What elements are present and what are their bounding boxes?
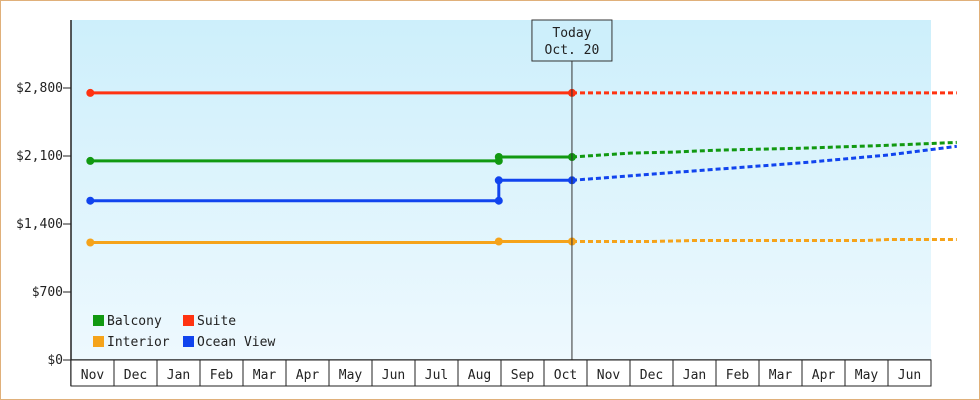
- history-line-ocean-view: [90, 178, 572, 203]
- legend-label-ocean-view: Ocean View: [197, 335, 275, 350]
- x-tick-label-18: May: [855, 368, 879, 383]
- legend-swatch-ocean-view: [183, 336, 194, 347]
- marker-ocean-view-1: [494, 196, 503, 205]
- y-tick-label-2: $1,400: [16, 217, 63, 232]
- x-tick-label-8: Jul: [425, 368, 448, 383]
- today-date: Oct. 20: [545, 43, 600, 58]
- today-label: Today: [552, 26, 591, 41]
- x-tick-label-17: Apr: [812, 368, 836, 383]
- plot-area: [71, 20, 931, 360]
- y-tick-label-3: $2,100: [16, 149, 63, 164]
- x-tick-label-9: Aug: [468, 368, 491, 383]
- x-tick-label-6: May: [339, 368, 363, 383]
- x-tick-label-12: Nov: [597, 368, 621, 383]
- x-tick-label-13: Dec: [640, 368, 663, 383]
- x-tick-label-15: Feb: [726, 368, 750, 383]
- marker-interior-1: [494, 237, 503, 246]
- x-tick-label-3: Feb: [210, 368, 234, 383]
- y-tick-label-0: $0: [47, 353, 63, 368]
- today-box: [531, 19, 613, 62]
- marker-ocean-view-2: [494, 176, 503, 185]
- forecast-line-balcony: [571, 140, 957, 159]
- today-layer: Today Oct. 20: [531, 19, 613, 360]
- legend-swatch-balcony: [93, 315, 104, 326]
- marker-balcony-2: [494, 153, 503, 161]
- axis-layer: $0 $700 $1,400 $2,100 $2,800 Nov Dec Jan Feb Mar A…: [16, 20, 932, 387]
- series-ocean-view: [86, 144, 957, 205]
- legend-swatch-interior: [93, 336, 104, 347]
- y-tick-label-4: $2,800: [16, 81, 63, 96]
- legend-label-interior: Interior: [107, 335, 170, 350]
- marker-suite-0: [86, 88, 95, 97]
- forecast-line-interior: [572, 238, 957, 243]
- legend-label-balcony: Balcony: [107, 314, 162, 329]
- x-tick-label-0: Nov: [81, 368, 105, 383]
- marker-ocean-view-0: [86, 196, 95, 205]
- x-tick-label-5: Apr: [296, 368, 320, 383]
- forecast-line-ocean-view: [571, 144, 957, 182]
- x-tick-label-11: Oct: [554, 368, 577, 383]
- y-tick-label-1: $700: [32, 285, 63, 300]
- x-tick-label-1: Dec: [124, 368, 147, 383]
- x-tick-label-14: Jan: [683, 368, 706, 383]
- series-suite: [86, 88, 957, 97]
- x-tick-label-10: Sep: [511, 368, 535, 383]
- legend-label-suite: Suite: [197, 314, 236, 329]
- marker-interior-0: [86, 238, 95, 247]
- series-interior: [86, 237, 957, 247]
- x-tick-label-2: Jan: [167, 368, 190, 383]
- marker-balcony-0: [86, 156, 95, 165]
- x-tick-label-7: Jun: [382, 368, 405, 383]
- x-tick-label-19: Jun: [898, 368, 921, 383]
- legend: Balcony Suite Interior Ocean View: [93, 314, 275, 350]
- x-tick-label-16: Mar: [769, 368, 793, 383]
- x-tick-label-4: Mar: [253, 368, 277, 383]
- legend-swatch-suite: [183, 315, 194, 326]
